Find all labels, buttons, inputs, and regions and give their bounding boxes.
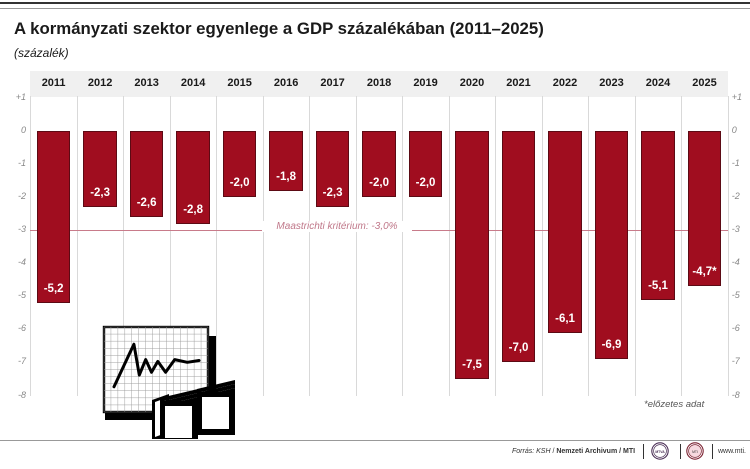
svg-text:MTVA: MTVA [655,450,665,454]
svg-text:MTI: MTI [692,450,698,454]
